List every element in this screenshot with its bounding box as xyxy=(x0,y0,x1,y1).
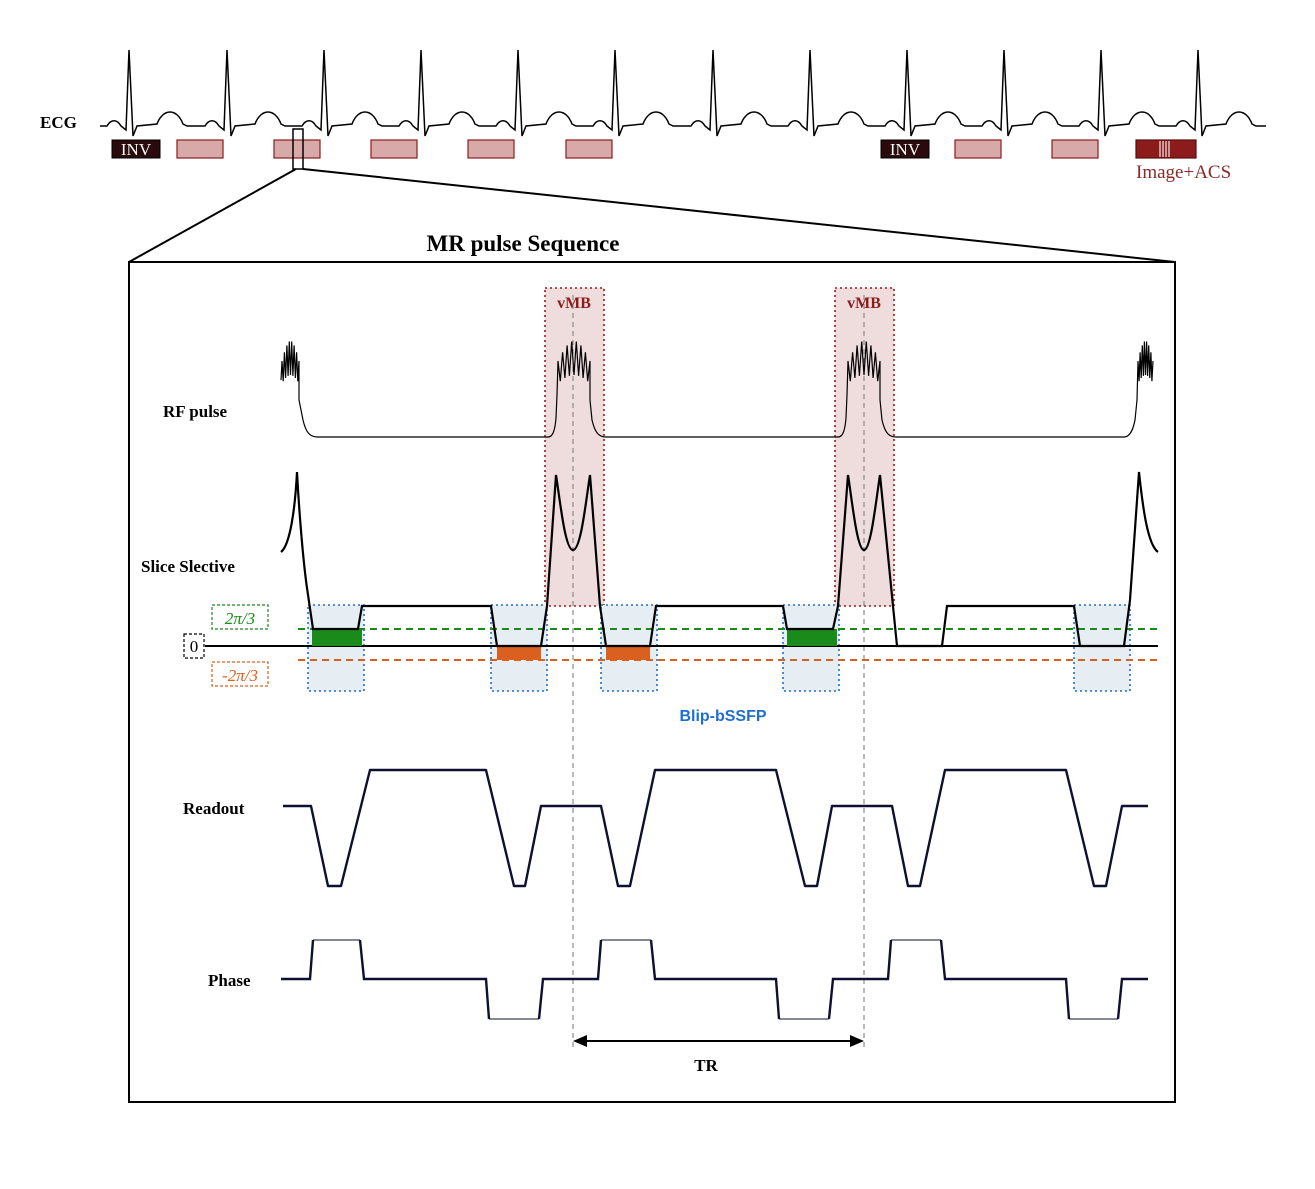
inv-box xyxy=(880,139,930,159)
phase-block-positive xyxy=(787,629,837,646)
readout-block xyxy=(273,139,321,159)
phase-block-positive xyxy=(312,629,362,646)
tr-arrow-head-left xyxy=(573,1035,587,1047)
zoom-line-right xyxy=(302,168,1176,263)
vmb-label: vMB xyxy=(847,295,881,312)
inv-box xyxy=(111,139,161,159)
image-acs-label: Image+ACS xyxy=(1136,162,1231,183)
readout-block xyxy=(370,139,418,159)
row-label-readout: Readout xyxy=(183,799,245,818)
slice-row: 2π/3 0 -2π/3 Blip-bSSFP xyxy=(183,471,1159,725)
sequence-frame xyxy=(128,261,1176,1103)
image-acs-block xyxy=(1135,139,1197,159)
vmb-box xyxy=(544,287,605,607)
phase-row xyxy=(281,939,1148,1020)
inversion-pulse: INV xyxy=(880,139,930,159)
phase-level-positive-box xyxy=(211,604,269,630)
phase-level-negative-label: -2π/3 xyxy=(222,666,258,685)
phase-level-negative-box xyxy=(211,661,269,687)
readout-block xyxy=(565,139,613,159)
phase-block-negative xyxy=(606,646,650,660)
slice-trace xyxy=(280,471,1159,648)
ecg-block-row: INV INV xyxy=(111,139,1197,159)
zoom-line-left xyxy=(128,168,297,263)
row-label-phase: Phase xyxy=(208,971,251,990)
blip-box xyxy=(1073,604,1131,692)
inv-label: INV xyxy=(890,140,921,159)
blip-label: Blip-bSSFP xyxy=(679,708,766,725)
zoom-callout xyxy=(128,128,1176,263)
vmb-label: vMB xyxy=(557,295,591,312)
rf-row xyxy=(280,341,1154,438)
inversion-pulse: INV xyxy=(111,139,161,159)
phase-block-negative xyxy=(497,646,541,660)
phase-lobe-tops xyxy=(313,939,1118,1020)
vmb-region-1: vMB xyxy=(544,287,605,607)
phase-level-zero-box xyxy=(183,633,205,659)
inv-label: INV xyxy=(121,140,152,159)
blip-box xyxy=(307,604,365,692)
tr-indicator: TR xyxy=(573,1035,864,1075)
tr-arrow-head-right xyxy=(850,1035,864,1047)
ecg-label: ECG xyxy=(40,113,77,132)
ecg-strip: ECG INV INV Image+ACS xyxy=(40,49,1266,183)
rf-trace xyxy=(280,341,1154,438)
row-label-slice: Slice Slective xyxy=(141,557,235,576)
phase-level-zero-label: 0 xyxy=(190,637,199,656)
zoom-window xyxy=(292,128,304,170)
row-label-rf: RF pulse xyxy=(163,402,228,421)
ecg-trace xyxy=(100,49,1266,137)
phase-trace xyxy=(281,939,1148,1020)
readout-row xyxy=(283,768,1148,888)
blip-box xyxy=(782,604,840,692)
readout-block xyxy=(1051,139,1099,159)
sequence-title: MR pulse Sequence xyxy=(427,231,620,256)
readout-block xyxy=(954,139,1002,159)
phase-level-positive-label: 2π/3 xyxy=(225,609,255,628)
tr-label: TR xyxy=(694,1056,718,1075)
readout-block xyxy=(467,139,515,159)
readout-trace xyxy=(283,768,1148,888)
readout-block xyxy=(176,139,224,159)
blip-regions xyxy=(307,604,1131,692)
